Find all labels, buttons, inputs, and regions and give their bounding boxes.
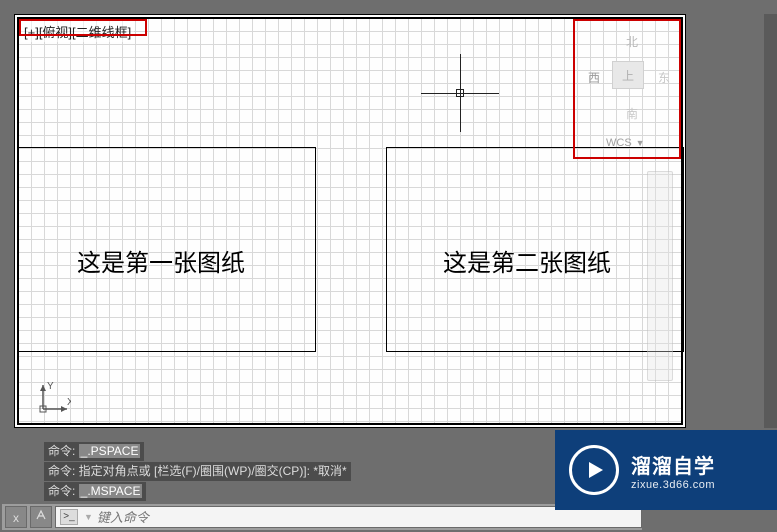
scrollbar-vertical[interactable] <box>764 14 777 428</box>
command-tool-button[interactable] <box>30 506 52 528</box>
viewcube[interactable]: 北 南 西 东 上 WCS▼ <box>576 21 679 157</box>
cmd-history-line-2: 命令: 指定对角点或 [栏选(F)/圈围(WP)/圈交(CP)]: *取消* <box>44 462 351 481</box>
sheet-frame-1 <box>18 147 316 352</box>
svg-text:Y: Y <box>47 381 54 392</box>
sheet-frame-2 <box>386 147 684 352</box>
command-input[interactable] <box>97 510 637 525</box>
command-input-wrap: >_ ▼ <box>55 506 642 528</box>
command-bar: x >_ ▼ <box>2 504 642 530</box>
viewcube-wcs-label[interactable]: WCS▼ <box>606 137 645 149</box>
command-history: 命令: _.PSPACE 命令: 指定对角点或 [栏选(F)/圈围(WP)/圈交… <box>44 442 446 502</box>
command-dropdown-icon[interactable]: ▼ <box>84 512 93 522</box>
svg-text:X: X <box>67 397 71 408</box>
navigation-bar[interactable] <box>647 171 673 381</box>
drawing-viewport[interactable]: [+][俯视][二维线框] 这是第一张图纸 这是第二张图纸 X Y 北 南 西 … <box>14 14 686 428</box>
viewcube-top-face[interactable]: 上 <box>612 61 644 89</box>
viewcube-east[interactable]: 东 <box>658 69 670 86</box>
command-prompt-icon[interactable]: >_ <box>60 509 78 525</box>
watermark-brand: 溜溜自学 <box>631 450 715 479</box>
cmd-history-line-3: 命令: _.MSPACE <box>44 482 146 501</box>
command-close-button[interactable]: x <box>5 506 27 528</box>
cmd-history-line-1: 命令: _.PSPACE <box>44 442 144 461</box>
viewcube-west[interactable]: 西 <box>588 69 600 86</box>
watermark-url: zixue.3d66.com <box>631 479 715 491</box>
viewport-label[interactable]: [+][俯视][二维线框] <box>21 21 134 42</box>
viewcube-south[interactable]: 南 <box>626 105 638 122</box>
watermark-logo-icon <box>569 445 619 495</box>
viewcube-north[interactable]: 北 <box>626 33 638 50</box>
ucs-icon: X Y <box>37 381 71 415</box>
watermark: 溜溜自学 zixue.3d66.com <box>555 430 777 510</box>
